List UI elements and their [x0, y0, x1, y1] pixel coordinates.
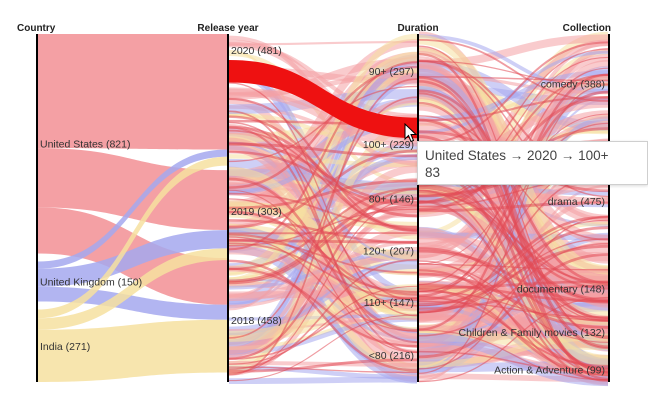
- flow-accent-release-year-to-duration[interactable]: [228, 125, 418, 218]
- labels-layer: Country United States (821) United Kingdom…: [17, 23, 611, 376]
- node-label-duration-100plus: 100+ (229): [363, 139, 414, 151]
- node-label-release-year-2018: 2018 (458): [231, 315, 282, 327]
- ribbon-united-kingdom-2020[interactable]: [38, 149, 227, 269]
- flow-accent-release-year-to-duration[interactable]: [228, 187, 418, 360]
- flow-accent-release-year-to-duration[interactable]: [228, 115, 418, 233]
- flow-accent-duration-to-collection[interactable]: [418, 262, 609, 343]
- node-label-duration-110plus: 110+ (147): [364, 297, 414, 309]
- flow-release-year-to-duration[interactable]: [228, 88, 418, 144]
- flow-accent-release-year-to-duration[interactable]: [228, 285, 418, 365]
- flow-accent-duration-to-collection[interactable]: [418, 101, 609, 374]
- ribbon-united-states-2020[interactable]: [38, 34, 227, 150]
- flow-accent-release-year-to-duration[interactable]: [228, 65, 418, 189]
- ribbons-layer: [38, 34, 227, 382]
- flow-accent-release-year-to-duration[interactable]: [228, 177, 418, 332]
- dimension-title-duration: Duration: [397, 23, 438, 34]
- flow-accent-release-year-to-duration[interactable]: [228, 179, 418, 210]
- node-label-country-united-kingdom: United Kingdom (150): [40, 277, 142, 289]
- flow-release-year-to-duration[interactable]: [228, 33, 418, 284]
- node-label-collection-action-and-adventure: Action & Adventure (99): [494, 364, 605, 376]
- flow-accent-duration-to-collection[interactable]: [418, 272, 609, 329]
- node-label-collection-comedy: comedy (388): [541, 78, 605, 90]
- node-label-duration-90plus: 90+ (297): [369, 66, 414, 78]
- flow-accent-duration-to-collection[interactable]: [418, 84, 609, 374]
- flow-accent-duration-to-collection[interactable]: [418, 296, 609, 383]
- axes-layer: [36, 34, 610, 382]
- flow-accent-duration-to-collection[interactable]: [418, 92, 609, 350]
- tooltip-count: 83: [425, 165, 441, 180]
- flow-accent-release-year-to-duration[interactable]: [228, 198, 418, 374]
- tooltip-path: United States → 2020 → 100+: [425, 148, 609, 163]
- dimension-title-release-year: Release year: [197, 23, 258, 34]
- flow-accent-release-year-to-duration[interactable]: [228, 126, 418, 344]
- flow-accent-duration-to-collection[interactable]: [418, 73, 609, 331]
- node-label-collection-children-and-family-movies: Children & Family movies (132): [459, 327, 605, 339]
- flow-accent-release-year-to-duration[interactable]: [228, 150, 418, 207]
- flow-accent-duration-to-collection[interactable]: [418, 38, 609, 102]
- flow-accent-release-year-to-duration[interactable]: [228, 366, 418, 374]
- node-label-country-india: India (271): [40, 341, 90, 353]
- flow-accent-release-year-to-duration[interactable]: [228, 242, 418, 300]
- flow-accent-duration-to-collection[interactable]: [418, 247, 609, 323]
- node-label-release-year-2020: 2020 (481): [231, 45, 282, 57]
- flow-accent-release-year-to-duration[interactable]: [228, 267, 418, 348]
- flow-release-year-to-duration[interactable]: [228, 141, 418, 263]
- flow-accent-duration-to-collection[interactable]: [418, 41, 609, 145]
- flow-accent-duration-to-collection[interactable]: [418, 56, 609, 203]
- node-label-release-year-2019: 2019 (303): [231, 206, 282, 218]
- flow-accent-duration-to-collection[interactable]: [418, 75, 609, 82]
- flow-accent-duration-to-collection[interactable]: [418, 52, 609, 381]
- node-label-country-united-states: United States (821): [40, 139, 130, 151]
- flow-accent-duration-to-collection[interactable]: [418, 60, 609, 85]
- flow-accent-duration-to-collection[interactable]: [418, 288, 609, 376]
- node-label-collection-drama: drama (475): [548, 196, 605, 208]
- flow-accent-release-year-to-duration[interactable]: [228, 82, 418, 317]
- flow-accent-duration-to-collection[interactable]: [418, 249, 609, 304]
- flow-accent-release-year-to-duration[interactable]: [228, 61, 418, 251]
- flow-accent-duration-to-collection[interactable]: [418, 238, 609, 314]
- ribbon-india-2018[interactable]: [38, 319, 227, 382]
- flow-accent-duration-to-collection[interactable]: [418, 89, 609, 285]
- ribbon-india-2019[interactable]: [38, 248, 227, 330]
- flow-accent-release-year-to-duration[interactable]: [228, 314, 418, 382]
- flow-accent-release-year-to-duration[interactable]: [228, 204, 418, 285]
- dimension-title-collection: Collection: [563, 23, 611, 34]
- highlighted-flow-united-states-2020-100plus[interactable]: [229, 60, 417, 139]
- flow-accent-duration-to-collection[interactable]: [418, 215, 609, 301]
- highlight-layer: [229, 60, 417, 139]
- flow-release-year-to-duration[interactable]: [228, 376, 418, 384]
- node-label-duration-80plus: 80+ (146): [369, 194, 414, 206]
- flow-release-year-to-duration[interactable]: [228, 112, 418, 154]
- flow-accent-duration-to-collection[interactable]: [418, 300, 609, 318]
- flow-accent-release-year-to-duration[interactable]: [228, 85, 418, 163]
- node-label-duration-120plus: 120+ (207): [363, 245, 414, 257]
- flow-accent-release-year-to-duration[interactable]: [228, 149, 418, 229]
- flow-duration-to-collection[interactable]: [418, 332, 609, 387]
- flow-accent-release-year-to-duration[interactable]: [228, 96, 418, 339]
- dimension-title-country: Country: [17, 23, 56, 34]
- mouse-cursor-icon: [404, 123, 418, 143]
- ribbon-india-2020[interactable]: [38, 156, 227, 319]
- node-label-collection-documentary: documentary (148): [517, 283, 605, 295]
- flow-accent-duration-to-collection[interactable]: [418, 226, 609, 314]
- ribbon-united-kingdom-2019[interactable]: [38, 230, 227, 287]
- flow-tooltip: United States → 2020 → 100+ 83: [417, 141, 648, 185]
- node-label-duration-lt80: <80 (216): [369, 350, 414, 362]
- flow-release-year-to-duration[interactable]: [228, 165, 418, 355]
- flow-accent-release-year-to-duration[interactable]: [228, 259, 418, 372]
- flow-accent-release-year-to-duration[interactable]: [228, 358, 418, 373]
